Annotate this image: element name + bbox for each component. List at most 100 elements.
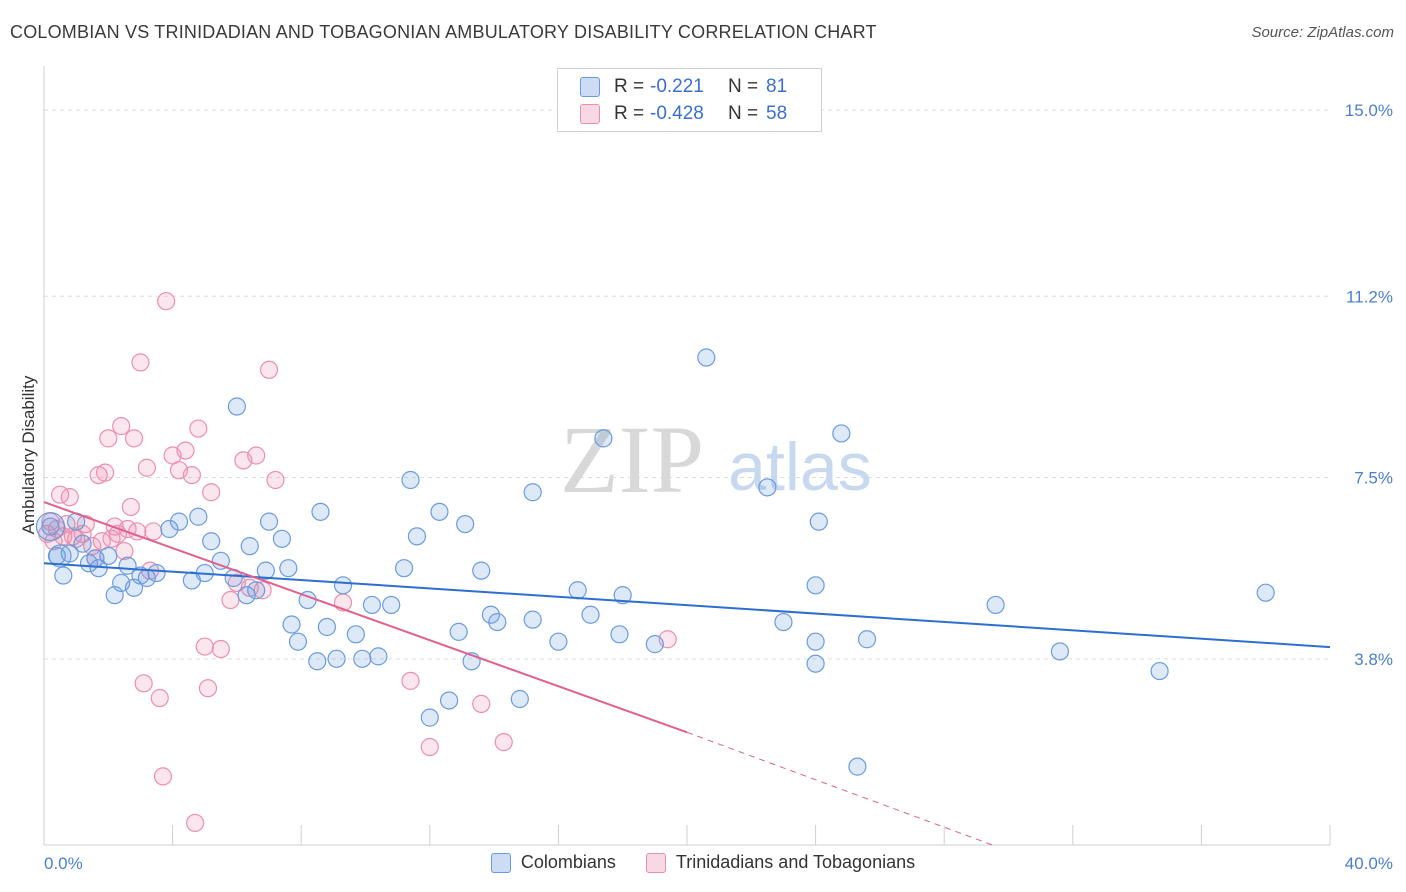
legend-swatch-blue [580, 77, 600, 97]
data-point-trinidadian [182, 465, 201, 485]
data-point-colombian [73, 534, 92, 553]
series-legend: Colombians Trinidadians and Tobagonians [0, 852, 1406, 873]
data-point-colombian [279, 559, 298, 578]
data-point-colombian [99, 546, 118, 566]
data-point-colombian [848, 757, 867, 776]
data-point-colombian [523, 483, 542, 502]
y-tick-labels: 3.8% 7.5% 11.2% 15.0% [1345, 101, 1393, 669]
data-point-colombian [54, 566, 73, 585]
data-point-trinidadian [60, 488, 79, 507]
watermark: ZIP atlas [560, 406, 872, 513]
data-point-colombian [1150, 661, 1169, 681]
chart-title: COLOMBIAN VS TRINIDADIAN AND TOBAGONIAN … [10, 22, 877, 42]
data-point-colombian [189, 507, 208, 526]
data-point-colombian [407, 527, 427, 546]
data-point-colombian [1050, 642, 1070, 661]
data-point-colombian [610, 625, 629, 644]
data-point-colombian [986, 595, 1005, 615]
data-point-colombian [382, 595, 401, 615]
data-point-trinidadian [134, 674, 153, 693]
trend-line-colombians [43, 562, 1331, 649]
data-point-colombian [333, 576, 353, 595]
data-point-colombian [430, 502, 449, 521]
series-trinidadian-points [38, 292, 677, 833]
data-point-trinidadian [121, 497, 140, 517]
data-point-colombian [645, 635, 664, 654]
data-point-colombian [327, 649, 346, 668]
data-point-colombian [169, 512, 189, 531]
y-tick-label: 15.0% [1345, 101, 1393, 120]
legend-row-trinidadians: R = -0.428 N = 58 [580, 102, 787, 126]
data-point-colombian [282, 615, 301, 634]
data-point-colombian [774, 612, 793, 632]
data-point-trinidadian [95, 463, 115, 482]
trend-line-trinidadians-extension [686, 731, 993, 846]
x-tick-labels: 0.0% 40.0% [44, 854, 1393, 873]
data-point-trinidadian [401, 671, 420, 690]
data-point-trinidadian [472, 694, 491, 713]
data-point-colombian [449, 622, 468, 641]
data-point-colombian [857, 630, 877, 649]
data-point-colombian [439, 691, 459, 710]
y-tick-label: 11.2% [1346, 287, 1393, 306]
data-point-colombian [1256, 583, 1275, 602]
trend-line-trinidadians [43, 501, 688, 734]
data-point-trinidadian [189, 419, 208, 438]
data-point-trinidadian [144, 522, 163, 541]
data-point-colombian [256, 561, 275, 580]
data-point-trinidadian [124, 429, 144, 448]
legend-r-label: R = [614, 76, 645, 97]
data-point-trinidadian [150, 688, 169, 708]
data-point-colombian-cluster [48, 544, 72, 568]
data-point-colombian [568, 581, 587, 600]
legend-item-colombians[interactable]: Colombians [490, 852, 616, 873]
data-point-colombian [160, 519, 179, 539]
legend-item-trinidadians[interactable]: Trinidadians and Tobagonians [645, 852, 915, 873]
data-point-colombian [288, 632, 308, 651]
x-tick-label-max: 40.0% [1345, 854, 1393, 873]
source-label: Source: ZipAtlas.com [1251, 24, 1394, 41]
data-point-colombian [237, 586, 256, 605]
data-point-colombian [272, 529, 292, 548]
data-point-trinidadian [176, 441, 195, 460]
y-tick-label: 7.5% [1354, 469, 1393, 488]
data-point-colombian [259, 512, 279, 531]
data-point-colombian [311, 502, 330, 521]
data-point-trinidadian [99, 429, 118, 448]
data-point-colombian [758, 478, 777, 497]
data-point-trinidadian [131, 353, 150, 372]
data-point-trinidadian [202, 483, 221, 502]
data-point-colombian [202, 532, 221, 551]
data-point-colombian [240, 537, 259, 556]
data-point-colombian [247, 581, 266, 600]
data-point-trinidadian [221, 590, 240, 610]
legend-r-value: -0.428 [650, 103, 704, 124]
data-point-trinidadian [195, 637, 214, 656]
data-point-colombian [488, 612, 507, 632]
x-tick-label-min: 0.0% [44, 854, 83, 873]
data-point-colombian [806, 576, 825, 595]
data-point-colombian [523, 610, 542, 629]
legend-swatch-blue [490, 852, 511, 873]
trend-lines [43, 501, 1331, 846]
data-point-colombian [227, 397, 246, 416]
data-point-colombian [806, 654, 825, 673]
legend-r-label: R = [614, 103, 645, 124]
legend-r-value: -0.221 [650, 76, 704, 97]
legend-n-value: 81 [766, 76, 788, 97]
data-point-trinidadian [137, 458, 156, 477]
data-point-trinidadian [115, 541, 134, 561]
data-point-colombian [308, 652, 327, 671]
data-point-colombian [581, 605, 600, 624]
data-point-trinidadian [266, 470, 285, 490]
data-point-colombian [481, 605, 500, 624]
data-point-colombian-cluster [35, 511, 66, 542]
data-point-trinidadian [211, 639, 230, 659]
data-point-colombian [697, 348, 716, 367]
data-point-colombian [346, 625, 365, 644]
data-point-colombian [806, 632, 825, 651]
data-point-colombian [353, 649, 372, 668]
legend-row-colombians: R = -0.221 N = 81 [580, 75, 787, 99]
data-point-colombian [549, 632, 568, 651]
